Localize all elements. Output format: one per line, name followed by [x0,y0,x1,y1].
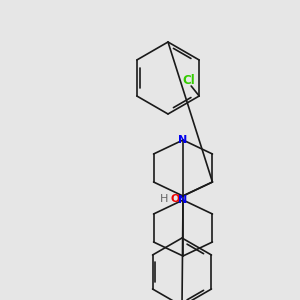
Text: O: O [171,194,180,204]
Text: N: N [178,135,188,145]
Text: N: N [178,195,188,205]
Text: Cl: Cl [183,74,196,88]
Text: H: H [160,194,169,204]
